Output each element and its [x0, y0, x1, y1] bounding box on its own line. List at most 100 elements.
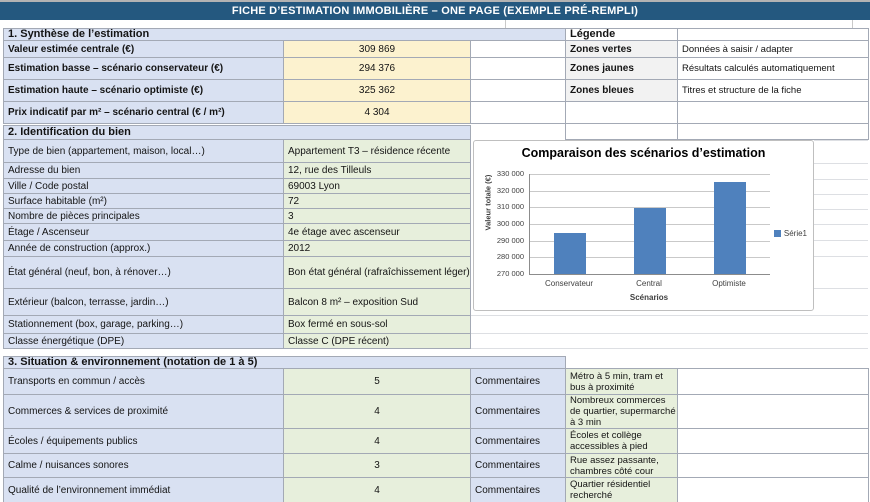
chart-category-label: Central: [636, 279, 662, 288]
empty-cell: [677, 368, 869, 395]
sheet-gridline: [814, 194, 868, 195]
synthese-row-value[interactable]: 325 362: [283, 79, 471, 102]
legend-item-desc: Résultats calculés automatiquement: [677, 57, 869, 80]
sheet-gridline: [814, 224, 868, 225]
empty-cell: [470, 101, 566, 124]
situation-rating-cell[interactable]: 3: [283, 453, 471, 478]
identification-row-value[interactable]: Box fermé en sous-sol: [283, 315, 471, 334]
sheet-gridline: [814, 256, 868, 257]
legend-item-desc: Titres et structure de la fiche: [677, 79, 869, 102]
title-bar: FICHE D’ESTIMATION IMMOBILIÈRE – ONE PAG…: [0, 2, 870, 20]
sheet-gridline: [814, 140, 868, 141]
identification-row-value[interactable]: 2012: [283, 240, 471, 257]
chart-plot: [529, 174, 770, 275]
chart-gridline: [530, 174, 770, 175]
situation-row-label: Écoles / équipements publics: [3, 428, 284, 454]
commentaires-label: Commentaires: [470, 428, 566, 454]
chart-category-label: Conservateur: [544, 279, 594, 288]
top-border-line: [0, 0, 870, 2]
synthese-row-label: Prix indicatif par m² – scénario central…: [3, 101, 284, 124]
commentaires-label: Commentaires: [470, 394, 566, 429]
legend-item-label: Zones bleues: [565, 79, 678, 102]
chart-ytick-label: 310 000: [496, 202, 524, 212]
situation-row-label: Transports en commun / accès: [3, 368, 284, 395]
chart-gridline: [530, 190, 770, 192]
sheet-gridline: [814, 240, 868, 241]
empty-cell: [677, 453, 869, 478]
situation-row-label: Qualité de l’environnement immédiat: [3, 477, 284, 502]
empty-cell: [677, 101, 869, 124]
chart-ytick-label: 270 000: [496, 269, 524, 278]
chart-x-axis-title: Scénarios: [629, 293, 669, 302]
section2-header: 2. Identification du bien: [3, 125, 471, 140]
chart-bar: [554, 233, 586, 274]
commentaires-label: Commentaires: [470, 477, 566, 502]
situation-rating-cell[interactable]: 4: [283, 477, 471, 502]
sheet-gridline: [470, 315, 868, 316]
chart-ytick-label: 330 000: [496, 169, 524, 178]
chart-ytick-label: 280 000: [496, 252, 524, 262]
identification-row-label: Classe énergétique (DPE): [3, 333, 284, 349]
identification-row-value[interactable]: Classe C (DPE récent): [283, 333, 471, 349]
legend-item-label: Zones jaunes: [565, 57, 678, 80]
legend-item-label: Zones vertes: [565, 40, 678, 58]
sheet-gridline: [814, 163, 868, 164]
series-legend-label: Série1: [783, 229, 807, 238]
identification-row-label: Adresse du bien: [3, 162, 284, 179]
identification-row-label: Année de construction (approx.): [3, 240, 284, 257]
commentaires-label: Commentaires: [470, 453, 566, 478]
commentaires-label: Commentaires: [470, 368, 566, 395]
identification-row-label: Surface habitable (m²): [3, 193, 284, 209]
identification-row-value[interactable]: 12, rue des Tilleuls: [283, 162, 471, 179]
empty-cell: [677, 394, 869, 429]
synthese-row-value[interactable]: 309 869: [283, 40, 471, 58]
empty-cell: [677, 123, 869, 140]
situation-comment-cell[interactable]: Nombreux commerces de quartier, supermar…: [565, 394, 678, 429]
chart-ytick-label: 320 000: [496, 185, 524, 195]
empty-cell: [677, 428, 869, 454]
identification-row-label: Type de bien (appartement, maison, local…: [3, 139, 284, 163]
chart-x-labels: Conservateur Central Optimiste: [529, 279, 769, 288]
estimation-chart: Comparaison des scénarios d’estimation V…: [473, 140, 814, 311]
synthese-row-label: Estimation basse – scénario conservateur…: [3, 57, 284, 80]
situation-comment-cell[interactable]: Quartier résidentiel recherché: [565, 477, 678, 502]
situation-comment-cell[interactable]: Rue assez passante, chambres côté cour: [565, 453, 678, 478]
chart-bar: [634, 207, 666, 274]
empty-cell: [470, 57, 566, 80]
situation-comment-cell[interactable]: Écoles et collège accessibles à pied: [565, 428, 678, 454]
synthese-row-value[interactable]: 294 376: [283, 57, 471, 80]
situation-row-label: Calme / nuisances sonores: [3, 453, 284, 478]
identification-row-value[interactable]: Appartement T3 – résidence récente: [283, 139, 471, 163]
identification-row-value[interactable]: 69003 Lyon: [283, 178, 471, 194]
identification-row-value[interactable]: 4e étage avec ascenseur: [283, 223, 471, 241]
identification-row-label: Étage / Ascenseur: [3, 223, 284, 241]
chart-ytick-label: 300 000: [496, 219, 524, 228]
synthese-row-value[interactable]: 4 304: [283, 101, 471, 124]
identification-row-label: Stationnement (box, garage, parking…): [3, 315, 284, 334]
chart-y-ticks: 270 000 280 000 290 000 300 000 310 000 320 0…: [480, 169, 524, 278]
identification-row-value[interactable]: 3: [283, 208, 471, 224]
chart-legend: Série1: [773, 229, 807, 238]
sheet-gridline: [814, 288, 868, 289]
synthese-row-label: Estimation haute – scénario optimiste (€…: [3, 79, 284, 102]
identification-row-value[interactable]: Balcon 8 m² – exposition Sud: [283, 288, 471, 316]
situation-rating-cell[interactable]: 5: [283, 368, 471, 395]
series-legend-marker: [773, 230, 781, 237]
identification-row-value[interactable]: 72: [283, 193, 471, 209]
empty-cell: [565, 123, 678, 140]
sheet-gridline: [470, 348, 868, 349]
identification-row-value[interactable]: Bon état général (rafraîchissement léger…: [283, 256, 471, 289]
situation-rating-cell[interactable]: 4: [283, 428, 471, 454]
sheet-gridline: [814, 179, 868, 180]
empty-cell: [565, 101, 678, 124]
empty-cell: [470, 79, 566, 102]
situation-row-label: Commerces & services de proximité: [3, 394, 284, 429]
chart-bar: [714, 181, 746, 274]
identification-row-label: Ville / Code postal: [3, 178, 284, 194]
situation-comment-cell[interactable]: Métro à 5 min, tram et bus à proximité: [565, 368, 678, 395]
identification-row-label: État général (neuf, bon, à rénover…): [3, 256, 284, 289]
situation-rating-cell[interactable]: 4: [283, 394, 471, 429]
legend-item-desc: Données à saisir / adapter: [677, 40, 869, 58]
chart-title: Comparaison des scénarios d’estimation: [521, 146, 766, 160]
